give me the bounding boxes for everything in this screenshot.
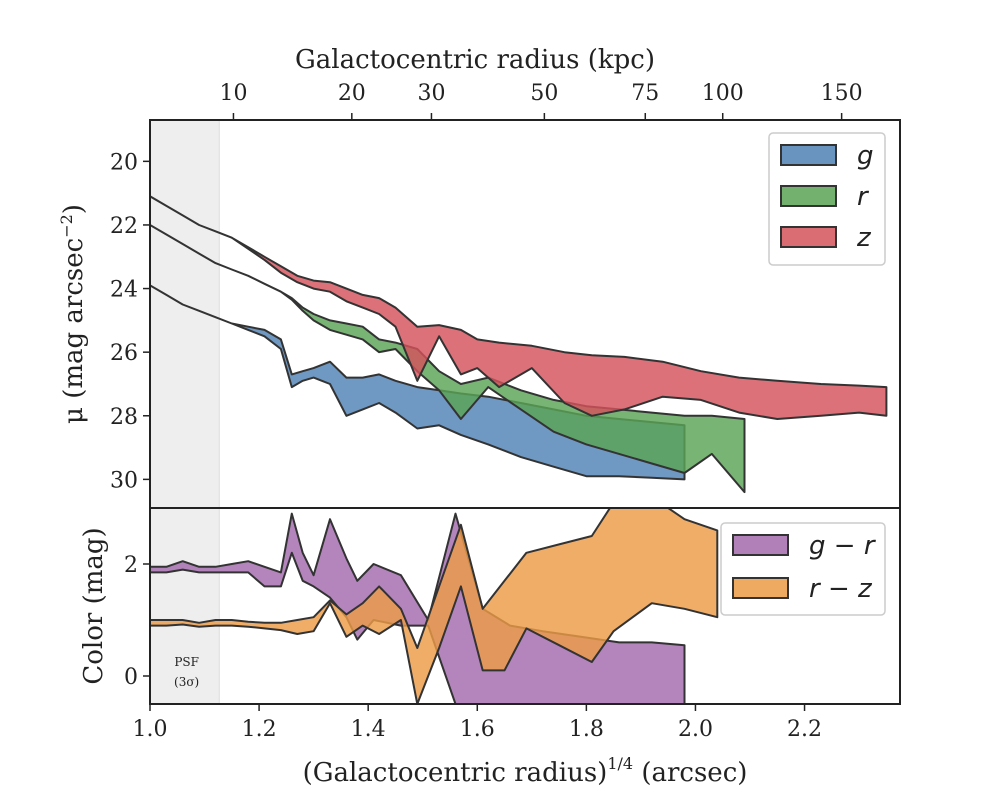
top-legend: grz [768, 132, 886, 266]
bottom-panel: PSF (3σ) 0 2 1.0 1.2 1.4 1.6 1.8 2.0 2.2 (Galac… [79, 507, 901, 788]
top-ytick-label: 26 [110, 341, 138, 366]
top-xtick-label: 75 [631, 81, 659, 106]
top-legend-label: g [857, 141, 874, 171]
top-legend-label: r [857, 182, 870, 212]
bottom-xtick-label: 1.2 [242, 717, 277, 742]
bottom-y-axis-label: Color (mag) [79, 527, 109, 684]
top-xtick-label: 10 [219, 81, 247, 106]
top-xtick-label: 150 [821, 81, 863, 106]
bottom-ytick-label: 0 [124, 665, 138, 690]
series-band-z [150, 195, 888, 420]
bottom-xtick-label: 2.0 [678, 717, 713, 742]
bottom-legend: g − r r − z [720, 522, 886, 616]
top-legend-label: z [856, 223, 872, 253]
bottom-xtick-label: 1.8 [569, 717, 604, 742]
bottom-ytick-label: 2 [124, 553, 138, 578]
bottom-legend-label: g − r [809, 531, 877, 561]
top-legend-swatch [780, 144, 837, 166]
series-band-r [150, 224, 746, 494]
top-legend-swatch [780, 185, 837, 207]
top-xtick-label: 100 [702, 81, 744, 106]
top-ytick-label: 22 [110, 214, 138, 239]
top-xtick-label: 30 [417, 81, 445, 106]
bottom-xtick-label: 1.6 [460, 717, 495, 742]
bottom-panel-frame [149, 507, 901, 705]
bottom-legend-swatch [732, 534, 789, 556]
top-xtick-label: 50 [530, 81, 558, 106]
top-xtick-label: 20 [338, 81, 366, 106]
bottom-legend-swatch [732, 577, 789, 599]
top-ytick-label: 30 [110, 468, 138, 493]
psf-label-line2: (3σ) [174, 675, 199, 689]
x-axis-label: (Galactocentric radius)1/4 (arcsec) [303, 754, 748, 788]
bottom-xtick-label: 1.0 [133, 717, 168, 742]
top-ytick-label: 28 [110, 405, 138, 430]
top-y-axis-label: μ (mag arcsec−2) [57, 204, 89, 424]
top-axis-label: Galactocentric radius (kpc) [295, 45, 655, 75]
top-legend-swatch [780, 226, 837, 248]
top-ytick-label: 20 [110, 150, 138, 175]
psf-label-line1: PSF [174, 655, 199, 669]
bottom-xtick-label: 1.4 [351, 717, 386, 742]
top-ytick-label: 24 [110, 278, 138, 303]
top-panel: 20 22 24 26 28 30 10 20 30 50 75 100 150 Galactocen… [57, 45, 901, 509]
series-band-gr [150, 512, 686, 704]
bottom-xtick-label: 2.2 [787, 717, 822, 742]
series-band-rz [150, 508, 719, 704]
bottom-legend-label: r − z [809, 574, 873, 604]
